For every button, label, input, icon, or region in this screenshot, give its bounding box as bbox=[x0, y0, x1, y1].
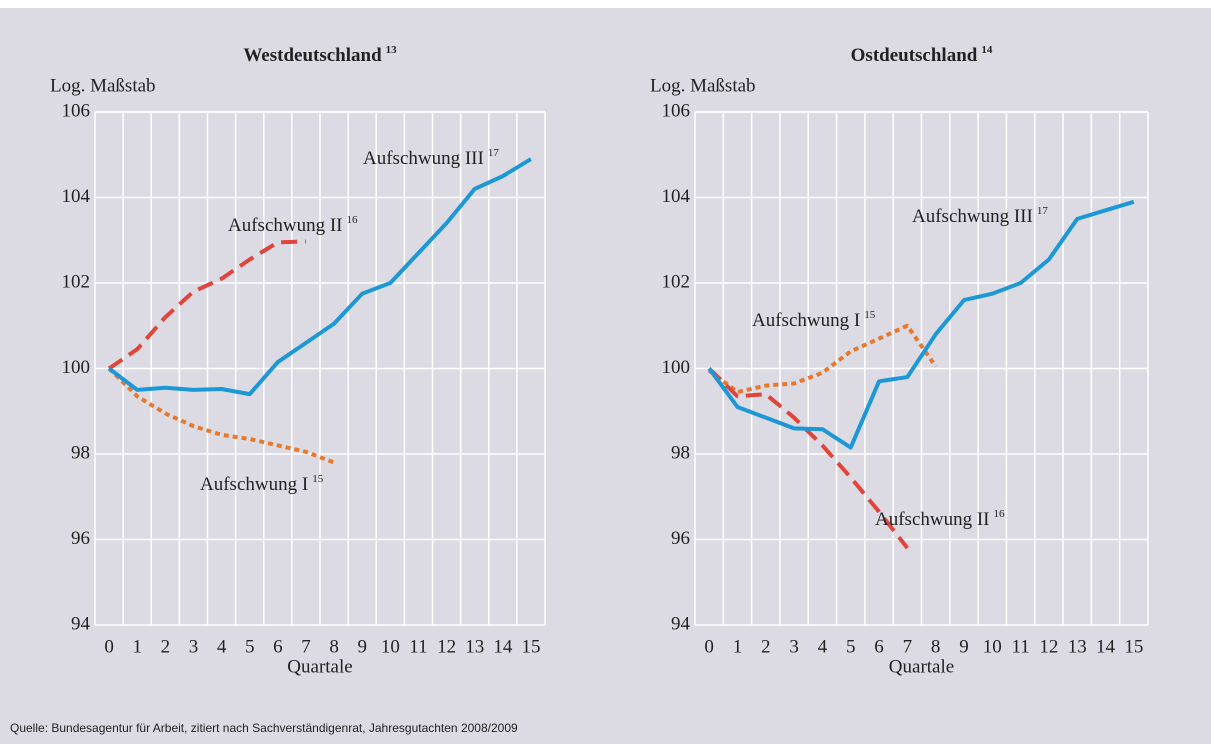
y-tick-label: 104 bbox=[662, 186, 691, 207]
series-label: Aufschwung III 17 bbox=[363, 147, 499, 170]
x-tick-label: 9 bbox=[959, 636, 969, 657]
series-name: Aufschwung I bbox=[752, 310, 860, 331]
series-line bbox=[707, 199, 1135, 450]
x-tick-label: 8 bbox=[931, 636, 941, 657]
x-tick-label: 4 bbox=[217, 636, 227, 657]
y-tick-label: 96 bbox=[671, 528, 690, 549]
x-tick-label: 13 bbox=[465, 636, 484, 657]
series-name: Aufschwung I bbox=[200, 474, 308, 495]
x-tick-label: 3 bbox=[189, 636, 199, 657]
x-tick-label: 0 bbox=[704, 636, 714, 657]
x-axis-label: Quartale bbox=[889, 656, 954, 677]
series-label: Aufschwung II 16 bbox=[875, 508, 1005, 531]
title-note: 13 bbox=[386, 44, 398, 56]
series-label: Aufschwung III 17 bbox=[912, 205, 1048, 228]
y-tick-label: 96 bbox=[71, 528, 90, 549]
x-tick-label: 11 bbox=[1011, 636, 1029, 657]
x-tick-label: 1 bbox=[733, 636, 743, 657]
series-name: Aufschwung II bbox=[228, 215, 343, 236]
series-name: Aufschwung III bbox=[912, 206, 1033, 227]
x-tick-label: 10 bbox=[983, 636, 1002, 657]
background bbox=[0, 8, 1211, 744]
x-tick-label: 15 bbox=[1124, 636, 1143, 657]
series-note: 17 bbox=[1037, 205, 1049, 217]
x-tick-label: 8 bbox=[329, 636, 339, 657]
x-tick-label: 14 bbox=[1096, 636, 1116, 657]
series-note: 17 bbox=[488, 147, 500, 159]
series-note: 15 bbox=[312, 473, 324, 485]
x-tick-label: 2 bbox=[161, 636, 171, 657]
x-tick-label: 9 bbox=[357, 636, 367, 657]
y-tick-label: 106 bbox=[662, 100, 691, 121]
chart-title: Ostdeutschland 14 bbox=[851, 44, 993, 67]
y-tick-label: 94 bbox=[671, 613, 691, 634]
x-axis-label: Quartale bbox=[287, 656, 352, 677]
x-tick-label: 0 bbox=[104, 636, 114, 657]
x-tick-label: 12 bbox=[1039, 636, 1058, 657]
series-line bbox=[107, 239, 306, 371]
y-tick-label: 98 bbox=[71, 442, 90, 463]
title-text: Ostdeutschland bbox=[851, 45, 978, 66]
title-text: Westdeutschland bbox=[243, 45, 382, 66]
y-tick-label: 102 bbox=[62, 271, 91, 292]
series-name: Aufschwung II bbox=[875, 509, 990, 530]
x-tick-label: 5 bbox=[846, 636, 856, 657]
x-tick-label: 4 bbox=[818, 636, 828, 657]
x-tick-label: 12 bbox=[437, 636, 456, 657]
x-tick-label: 5 bbox=[245, 636, 255, 657]
y-tick-label: 100 bbox=[62, 357, 91, 378]
x-tick-label: 3 bbox=[789, 636, 799, 657]
y-tick-label: 106 bbox=[62, 100, 91, 121]
x-tick-label: 2 bbox=[761, 636, 771, 657]
y-tick-label: 98 bbox=[671, 442, 690, 463]
x-tick-label: 11 bbox=[409, 636, 427, 657]
series-name: Aufschwung III bbox=[363, 148, 484, 169]
y-tick-label: 102 bbox=[662, 271, 691, 292]
series-note: 16 bbox=[994, 508, 1006, 520]
series-line bbox=[107, 157, 532, 397]
x-tick-label: 1 bbox=[132, 636, 142, 657]
title-note: 14 bbox=[981, 44, 993, 56]
x-tick-label: 6 bbox=[874, 636, 884, 657]
source: Quelle: Bundesagentur für Arbeit, zitier… bbox=[10, 721, 518, 735]
series-label: Aufschwung I 15 bbox=[752, 309, 876, 332]
x-tick-label: 7 bbox=[301, 636, 311, 657]
y-axis-label: Log. Maßstab bbox=[650, 75, 756, 96]
x-tick-label: 10 bbox=[381, 636, 400, 657]
x-tick-label: 13 bbox=[1068, 636, 1087, 657]
y-tick-label: 94 bbox=[71, 613, 91, 634]
y-axis-label: Log. Maßstab bbox=[50, 75, 156, 96]
series-line bbox=[707, 367, 909, 550]
series-label: Aufschwung II 16 bbox=[228, 214, 358, 237]
x-tick-label: 15 bbox=[521, 636, 540, 657]
y-tick-label: 104 bbox=[62, 186, 91, 207]
series-line bbox=[707, 323, 938, 395]
series-note: 16 bbox=[347, 214, 359, 226]
chart-title: Westdeutschland 13 bbox=[243, 44, 397, 67]
y-tick-label: 100 bbox=[662, 357, 691, 378]
series-label: Aufschwung I 15 bbox=[200, 473, 324, 496]
x-tick-label: 14 bbox=[493, 636, 513, 657]
series-line bbox=[107, 367, 335, 465]
series-note: 15 bbox=[864, 309, 876, 321]
x-tick-label: 7 bbox=[903, 636, 913, 657]
x-tick-label: 6 bbox=[273, 636, 283, 657]
